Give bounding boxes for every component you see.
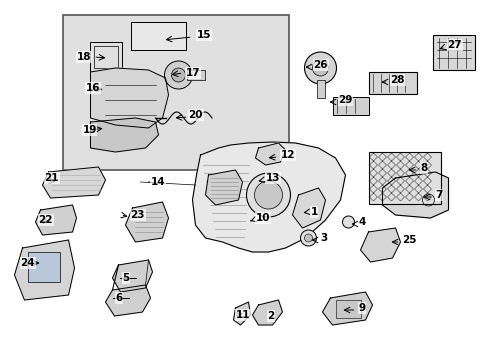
Bar <box>28 252 61 282</box>
Text: 14: 14 <box>150 177 165 187</box>
Bar <box>90 42 122 72</box>
Text: 15: 15 <box>196 30 210 40</box>
Polygon shape <box>255 143 285 165</box>
Text: 18: 18 <box>76 52 91 62</box>
Text: 24: 24 <box>20 258 35 268</box>
Polygon shape <box>252 300 282 325</box>
Polygon shape <box>205 170 242 205</box>
Text: 17: 17 <box>185 68 200 78</box>
Text: 11: 11 <box>235 310 249 320</box>
Text: 19: 19 <box>82 125 97 135</box>
Polygon shape <box>322 292 372 325</box>
Bar <box>130 22 185 50</box>
Polygon shape <box>90 68 168 128</box>
Text: 3: 3 <box>320 233 327 243</box>
Polygon shape <box>292 188 325 228</box>
Polygon shape <box>36 205 76 235</box>
Text: 5: 5 <box>122 273 129 283</box>
Bar <box>332 97 368 115</box>
Polygon shape <box>233 302 250 325</box>
Polygon shape <box>125 202 168 242</box>
Polygon shape <box>112 260 152 292</box>
Circle shape <box>312 60 328 76</box>
Polygon shape <box>15 240 74 300</box>
Text: 23: 23 <box>130 210 145 220</box>
Text: 28: 28 <box>390 75 404 85</box>
Polygon shape <box>90 118 158 152</box>
Bar <box>431 35 473 70</box>
Circle shape <box>304 234 312 242</box>
Bar <box>94 46 118 68</box>
Text: 9: 9 <box>358 303 365 313</box>
Text: 27: 27 <box>447 40 461 50</box>
Text: 8: 8 <box>420 163 427 173</box>
Text: 12: 12 <box>280 150 294 160</box>
Bar <box>368 72 416 94</box>
Circle shape <box>304 52 336 84</box>
Bar <box>368 152 440 204</box>
Text: 25: 25 <box>402 235 416 245</box>
Bar <box>63 15 288 170</box>
Circle shape <box>171 68 185 82</box>
Polygon shape <box>382 172 447 218</box>
Text: 29: 29 <box>338 95 352 105</box>
Text: 6: 6 <box>115 293 122 303</box>
Polygon shape <box>42 167 105 198</box>
Bar <box>335 300 360 318</box>
Circle shape <box>246 173 290 217</box>
Circle shape <box>164 61 192 89</box>
Text: 13: 13 <box>265 173 280 183</box>
Polygon shape <box>360 228 400 262</box>
Bar <box>186 70 204 80</box>
Text: 20: 20 <box>188 110 203 120</box>
Text: 1: 1 <box>310 207 317 217</box>
Text: 22: 22 <box>39 215 53 225</box>
Bar <box>316 80 324 98</box>
Text: 26: 26 <box>313 60 327 70</box>
Polygon shape <box>105 285 150 316</box>
Polygon shape <box>192 142 345 252</box>
Circle shape <box>254 181 282 209</box>
Text: 4: 4 <box>358 217 365 227</box>
Text: 10: 10 <box>255 213 269 223</box>
Circle shape <box>300 230 316 246</box>
Text: 2: 2 <box>267 311 274 321</box>
Text: 7: 7 <box>435 190 442 200</box>
Text: 21: 21 <box>44 173 59 183</box>
Circle shape <box>342 216 354 228</box>
Text: 16: 16 <box>85 83 100 93</box>
